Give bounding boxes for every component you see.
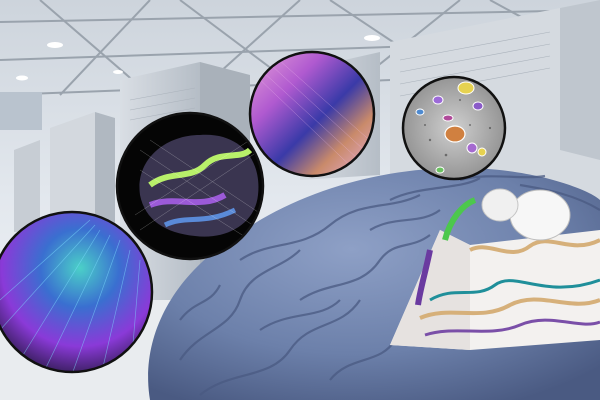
brain-surface-mesh-insert bbox=[115, 111, 265, 261]
segmented-cells-insert bbox=[401, 75, 507, 181]
brain-tractography-insert bbox=[0, 210, 154, 374]
hall-window bbox=[0, 92, 42, 130]
brain-section-cutaway bbox=[390, 188, 600, 350]
ceiling-lights bbox=[16, 35, 380, 81]
brain-gyri bbox=[179, 174, 600, 396]
cortex-tissue-insert bbox=[248, 50, 376, 178]
